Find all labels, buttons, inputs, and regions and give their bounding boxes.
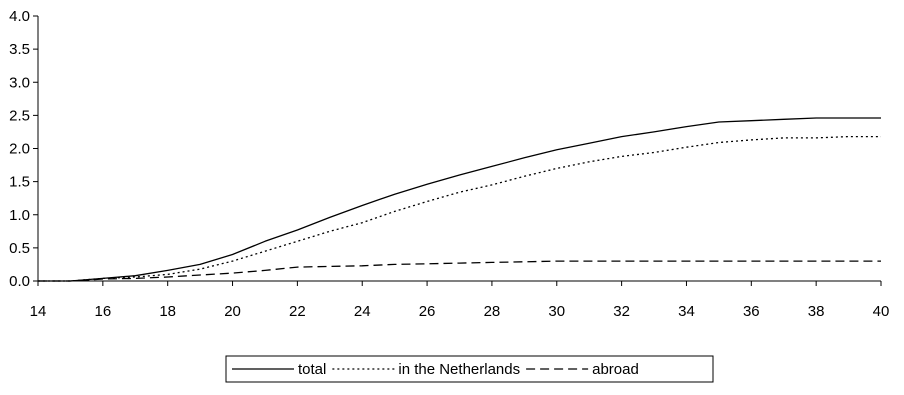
x-tick-label: 22 <box>289 303 306 320</box>
y-tick-label: 2.5 <box>9 107 30 124</box>
x-tick-label: 14 <box>30 303 47 320</box>
x-tick-label: 20 <box>224 303 241 320</box>
x-tick-label: 18 <box>159 303 176 320</box>
y-tick-label: 2.0 <box>9 141 30 158</box>
x-tick-label: 24 <box>354 303 371 320</box>
y-tick-label: 3.0 <box>9 74 30 91</box>
legend-box <box>225 355 714 383</box>
series-line-abroad <box>38 260 881 282</box>
y-tick-label: 3.5 <box>9 41 30 58</box>
x-tick-label: 16 <box>95 303 112 320</box>
y-tick-label: 0.5 <box>9 240 30 257</box>
series-lines <box>38 117 881 282</box>
x-tick-label: 26 <box>419 303 436 320</box>
legend-label-total: total <box>298 361 326 378</box>
axes <box>33 15 882 286</box>
x-tick-label: 30 <box>548 303 565 320</box>
legend-label-in-the-netherlands: in the Netherlands <box>398 361 520 378</box>
x-tick-label: 36 <box>743 303 760 320</box>
y-tick-label: 4.0 <box>9 8 30 25</box>
x-tick-label: 38 <box>808 303 825 320</box>
x-tick-label: 32 <box>613 303 630 320</box>
x-tick-label: 34 <box>678 303 695 320</box>
y-tick-label: 1.5 <box>9 174 30 191</box>
legend: total in the Netherlands abroad <box>225 355 714 383</box>
legend-label-abroad: abroad <box>592 361 639 378</box>
series-line-in-the-netherlands <box>38 135 881 282</box>
y-tick-label: 0.0 <box>9 273 30 290</box>
series-line-total <box>38 117 881 282</box>
x-tick-label: 28 <box>484 303 501 320</box>
tick-labels: 0.0 0.5 1.0 1.5 2.0 2.5 3.0 3.5 4.0 14 16 18 20 22 24 2… <box>9 8 889 320</box>
y-tick-label: 1.0 <box>9 207 30 224</box>
x-tick-label: 40 <box>873 303 890 320</box>
